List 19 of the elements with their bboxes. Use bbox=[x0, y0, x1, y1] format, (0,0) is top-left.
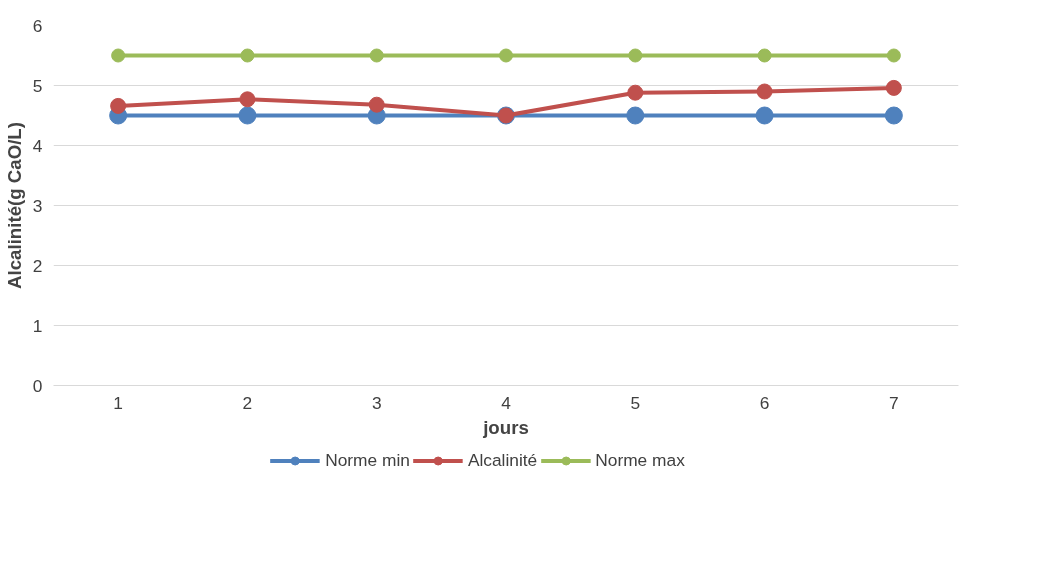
x-tick-label: 2 bbox=[242, 392, 253, 413]
x-tick-label: 1 bbox=[113, 392, 123, 413]
y-tick-label: 6 bbox=[32, 15, 43, 36]
x-tick-label: 6 bbox=[759, 392, 770, 413]
x-tick-label: 4 bbox=[501, 392, 512, 413]
y-tick-label: 3 bbox=[32, 195, 43, 216]
x-tick-label: 3 bbox=[371, 392, 382, 413]
legend-label: Norme min bbox=[325, 449, 410, 471]
y-tick-label: 5 bbox=[32, 75, 43, 96]
y-axis-title: Alcalinité(g CaO/L) bbox=[3, 122, 25, 289]
legend-label: Norme max bbox=[595, 449, 685, 471]
legend-label: Alcalinité bbox=[467, 449, 538, 471]
y-tick-label: 0 bbox=[32, 375, 43, 396]
x-tick-label: 7 bbox=[889, 392, 899, 413]
x-tick-label: 5 bbox=[630, 392, 641, 413]
y-tick-label: 4 bbox=[32, 135, 43, 156]
y-tick-label: 1 bbox=[32, 315, 43, 336]
y-tick-label: 2 bbox=[32, 255, 43, 276]
x-axis-title: jours bbox=[482, 416, 529, 438]
